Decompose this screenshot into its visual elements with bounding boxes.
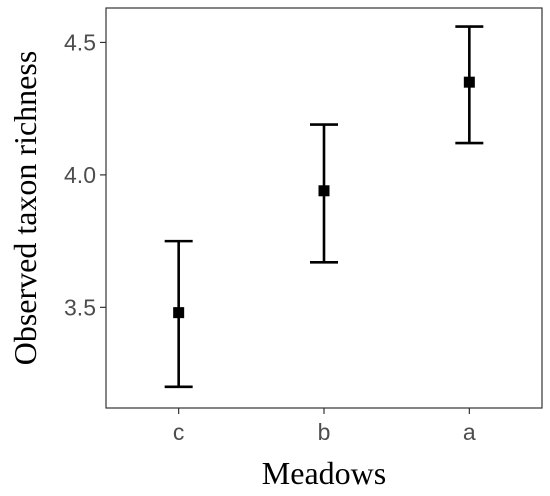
x-axis-title: Meadows bbox=[262, 455, 386, 491]
y-tick-label: 3.5 bbox=[64, 294, 96, 320]
y-axis-title: Observed taxon richness bbox=[7, 51, 43, 366]
x-tick-label: b bbox=[318, 419, 331, 445]
error-bar-group bbox=[164, 239, 193, 389]
data-marks bbox=[164, 25, 484, 389]
y-tick-label: 4.5 bbox=[64, 29, 96, 55]
x-tick-label: a bbox=[463, 419, 476, 445]
mean-point bbox=[318, 185, 330, 197]
error-bar-group bbox=[455, 25, 484, 145]
y-axis-ticks: 3.5 4.0 4.5 bbox=[64, 29, 106, 320]
y-tick-label: 4.0 bbox=[64, 162, 96, 188]
mean-point bbox=[463, 76, 475, 88]
error-bar-group bbox=[310, 123, 338, 264]
x-tick-label: c bbox=[173, 419, 185, 445]
mean-point bbox=[173, 307, 185, 319]
